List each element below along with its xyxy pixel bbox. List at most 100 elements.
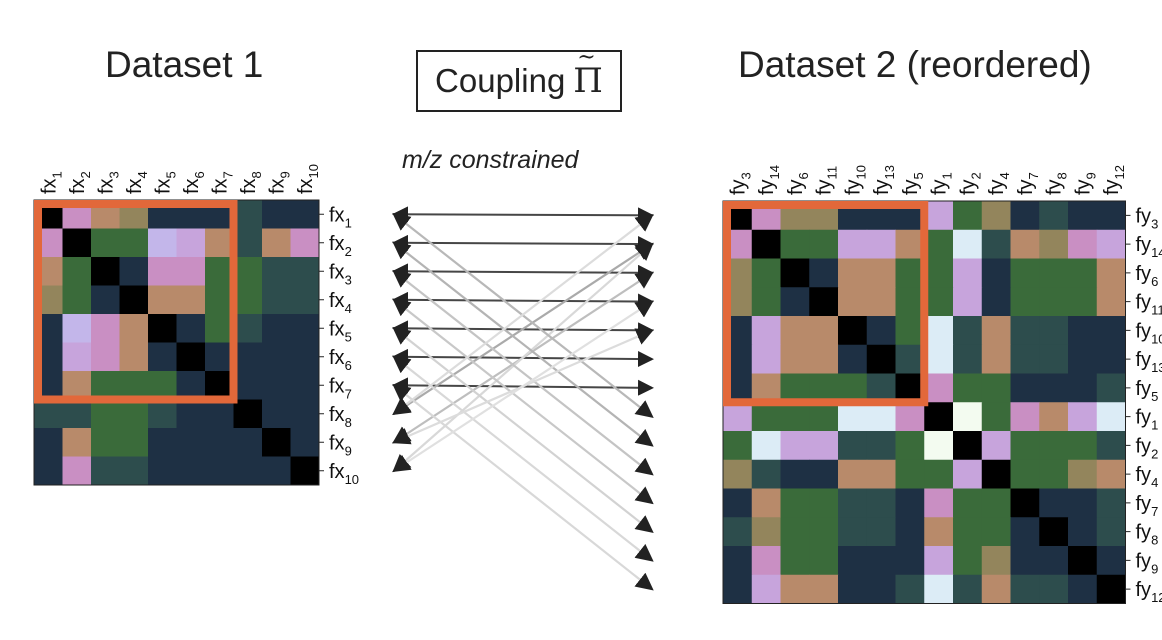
dataset-1-col-label: fx8 bbox=[238, 171, 264, 194]
dataset-1-cell bbox=[176, 399, 206, 429]
dataset-2-cell bbox=[723, 517, 753, 547]
dataset-1-cell bbox=[119, 257, 149, 286]
dataset-1-cell bbox=[34, 399, 63, 429]
dataset-1-cell bbox=[91, 285, 120, 315]
dataset-2-cell bbox=[981, 517, 1011, 547]
dataset-2-cell bbox=[981, 316, 1011, 346]
dataset-2-cell bbox=[751, 373, 781, 403]
dataset-2-cell bbox=[981, 229, 1011, 259]
dataset-2-col-label: fy6 bbox=[785, 172, 811, 195]
dataset-2-col-label: fy11 bbox=[814, 166, 840, 195]
dataset-1-row-label: fx7 bbox=[329, 375, 352, 401]
dataset-2-row-label: fy9 bbox=[1136, 550, 1159, 576]
dataset-1-cell bbox=[119, 371, 149, 400]
dataset-1-cell bbox=[233, 285, 263, 315]
dataset-2-cell bbox=[1010, 258, 1040, 288]
dataset-2-cell bbox=[895, 229, 925, 259]
dataset-1-cell bbox=[91, 228, 120, 258]
dataset-2-cell bbox=[953, 201, 983, 231]
dataset-2-cell bbox=[809, 373, 839, 403]
dataset-2-cell bbox=[751, 344, 781, 374]
dataset-2-cell bbox=[1039, 488, 1069, 518]
dataset-2-cell bbox=[895, 316, 925, 346]
pi-symbol: Π bbox=[573, 61, 603, 101]
dataset-2-highlight-box bbox=[723, 201, 929, 407]
dataset-1-cell bbox=[262, 285, 291, 315]
dataset-1-cell bbox=[148, 428, 177, 457]
dataset-2-row-label: fy11 bbox=[1136, 292, 1162, 318]
dataset-2-cell bbox=[780, 258, 810, 288]
dataset-2-cell bbox=[1068, 402, 1098, 432]
dataset-2-col-label: fy2 bbox=[957, 172, 983, 195]
dataset-2-cell bbox=[924, 287, 954, 317]
dataset-1-row-label: fx10 bbox=[329, 461, 359, 487]
dataset-2-cell bbox=[981, 201, 1011, 231]
coupling-label: Coupling bbox=[435, 62, 566, 99]
dataset-1-cell bbox=[233, 200, 263, 229]
dataset-1-cell bbox=[176, 257, 206, 286]
dataset-2-cell bbox=[981, 459, 1011, 489]
dataset-2-col-label: fy8 bbox=[1044, 172, 1070, 195]
dataset-2-cell bbox=[1039, 287, 1069, 317]
dataset-2-cell bbox=[838, 258, 868, 288]
dataset-1-cell bbox=[290, 399, 320, 429]
dataset-2-cell bbox=[953, 373, 983, 403]
dataset-2-cell bbox=[1068, 546, 1098, 576]
dataset-2-cell bbox=[809, 488, 839, 518]
dataset-2-cell bbox=[1068, 517, 1098, 547]
dataset-2-row-label: fy7 bbox=[1136, 493, 1159, 519]
dataset-1-cell bbox=[290, 456, 320, 486]
dataset-2-cell bbox=[809, 402, 839, 432]
coupling-arrows bbox=[391, 206, 655, 591]
dataset-1-cell bbox=[290, 285, 320, 315]
dataset-2-cell bbox=[895, 402, 925, 432]
dataset-2-cell bbox=[981, 574, 1011, 604]
dataset-2-cell bbox=[1010, 344, 1040, 374]
dataset-2-cell bbox=[924, 344, 954, 374]
dataset-2-cell bbox=[1039, 258, 1069, 288]
dataset-2-cell bbox=[1068, 258, 1098, 288]
dataset-1-cell bbox=[148, 399, 177, 429]
dataset-2-cell bbox=[953, 517, 983, 547]
dataset-1-cell bbox=[205, 456, 234, 486]
dataset-2-cell bbox=[780, 316, 810, 346]
dataset-2-cell bbox=[1096, 287, 1126, 317]
dataset-2-cell bbox=[1039, 373, 1069, 403]
dataset-2-cell bbox=[1010, 201, 1040, 231]
dataset-2-cell bbox=[1068, 488, 1098, 518]
dataset-1-cell bbox=[62, 428, 92, 457]
dataset-1-cell bbox=[62, 456, 92, 486]
dataset-1-cell bbox=[262, 399, 291, 429]
dataset-1-cell bbox=[34, 456, 63, 486]
dataset-2-cell bbox=[895, 517, 925, 547]
dataset-2-cell bbox=[924, 201, 954, 231]
dataset-1-cell bbox=[91, 399, 120, 429]
dataset-1-cell bbox=[148, 228, 177, 258]
dataset-2-cell bbox=[780, 229, 810, 259]
dataset-1-cell bbox=[62, 342, 92, 372]
dataset-1-cell bbox=[176, 371, 206, 400]
dataset-1-cell bbox=[205, 342, 234, 372]
dataset-2-cell bbox=[838, 287, 868, 317]
dataset-2-cell bbox=[751, 574, 781, 604]
dataset-2-cell bbox=[1039, 431, 1069, 461]
dataset-2-row-label: fy8 bbox=[1136, 522, 1159, 548]
dataset-1-cell bbox=[290, 314, 320, 343]
dataset-1-cell bbox=[62, 257, 92, 286]
dataset-1-cell bbox=[176, 228, 206, 258]
dataset-1-cell bbox=[176, 314, 206, 343]
dataset-2-cell bbox=[924, 459, 954, 489]
dataset-1-cell bbox=[233, 228, 263, 258]
dataset-2-cell bbox=[1039, 201, 1069, 231]
dataset-2-cell bbox=[1096, 488, 1126, 518]
dataset-2-cell bbox=[1039, 574, 1069, 604]
dataset-2-cell bbox=[838, 229, 868, 259]
dataset-2-cell bbox=[1068, 229, 1098, 259]
coupling-arrow bbox=[392, 206, 654, 224]
dataset-2-cell bbox=[866, 546, 896, 576]
dataset-2-row-label: fy13 bbox=[1136, 349, 1162, 375]
dataset-2-cell bbox=[723, 574, 753, 604]
dataset-2-cell bbox=[780, 287, 810, 317]
dataset-2-cell bbox=[1096, 459, 1126, 489]
